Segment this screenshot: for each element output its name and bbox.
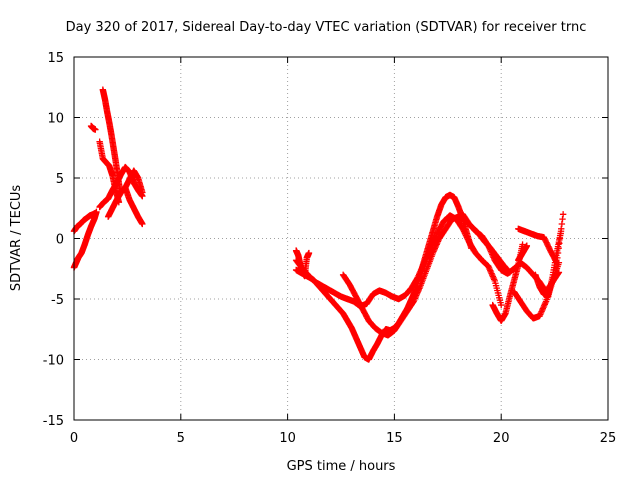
sat-trace-j [292, 212, 505, 310]
sat-trace-c [87, 122, 99, 133]
y-tick-label: -15 [43, 414, 64, 429]
chart-title: Day 320 of 2017, Sidereal Day-to-day VTE… [66, 20, 587, 35]
sat-trace-e [96, 138, 123, 206]
sat-trace-h [122, 184, 146, 228]
y-tick-label: -5 [51, 293, 64, 308]
x-tick-label: 25 [600, 431, 617, 446]
data-point-marker [305, 249, 313, 257]
x-tick-label: 5 [177, 431, 185, 446]
x-tick-label: 0 [70, 431, 78, 446]
y-tick-label: -10 [43, 354, 64, 369]
x-tick-label: 15 [386, 431, 403, 446]
data-point-marker [559, 211, 567, 218]
y-tick-label: 10 [47, 112, 64, 127]
sat-trace-p [532, 228, 565, 300]
data-point-marker [519, 241, 526, 248]
sat-trace-f [96, 163, 146, 211]
x-tick-label: 10 [279, 431, 296, 446]
tick-labels: 0 5 10 15 20 25 -15 -10 -5 0 5 10 15 [43, 51, 617, 446]
y-tick-label: 15 [47, 51, 64, 66]
sat-trace-m [489, 241, 526, 324]
data-point-marker [557, 228, 565, 235]
grid [74, 57, 608, 420]
data-point-marker [139, 220, 146, 228]
x-axis-label: GPS time / hours [287, 459, 396, 474]
sat-trace-q [515, 242, 531, 264]
sat-trace-b [70, 209, 99, 235]
sat-trace-k [339, 213, 513, 339]
data-point-marker [498, 301, 505, 309]
data-point-marker [92, 126, 99, 133]
data-points [70, 86, 567, 363]
data-point-marker [92, 209, 99, 217]
data-point-marker [523, 242, 531, 249]
sat-trace-d [99, 86, 124, 194]
data-point-marker [139, 189, 146, 196]
sat-trace-r [292, 247, 313, 280]
y-tick-label: 5 [56, 172, 64, 187]
x-tick-label: 20 [493, 431, 510, 446]
axis-ticks [73, 56, 609, 421]
y-tick-label: 0 [56, 233, 64, 248]
y-axis-label: SDTVAR / TECUs [9, 185, 24, 292]
